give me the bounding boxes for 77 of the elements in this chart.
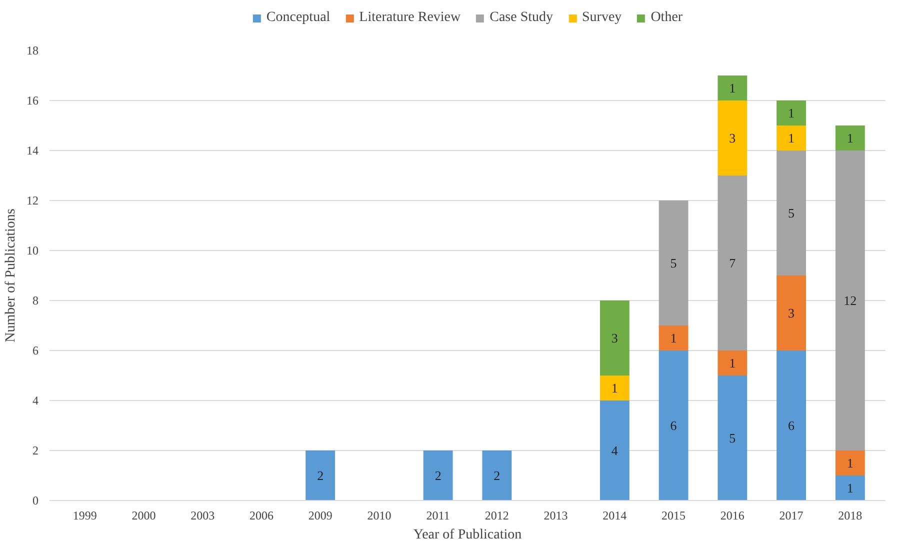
data-label: 1 [670, 330, 677, 346]
y-tick-label: 2 [32, 444, 38, 458]
data-label: 7 [729, 256, 736, 270]
data-label: 5 [788, 206, 795, 220]
bar [776, 350, 806, 500]
x-tick-label: 2016 [720, 508, 744, 522]
x-tick-label: 2013 [544, 508, 568, 522]
x-tick-label: 2017 [779, 508, 804, 522]
y-tick-label: 14 [26, 144, 38, 158]
legend-label: Conceptual [266, 10, 330, 26]
x-tick-label: 1999 [72, 508, 97, 522]
bar [306, 450, 336, 500]
x-tick-label: 2009 [308, 508, 332, 522]
bar [835, 126, 865, 150]
x-tick-label: 2006 [249, 508, 274, 522]
data-label: 1 [788, 106, 795, 120]
y-tick-label: 18 [26, 44, 38, 58]
bar [835, 150, 865, 450]
data-label: 2 [317, 468, 324, 483]
y-tick-label: 10 [26, 244, 38, 258]
x-tick-label: 2000 [132, 508, 156, 522]
bar [776, 100, 806, 126]
data-label: 2 [434, 468, 442, 483]
bar [776, 126, 806, 150]
legend-label: Other [650, 10, 683, 26]
data-label: 5 [670, 256, 677, 270]
data-label: 1 [846, 456, 854, 470]
bar [776, 150, 806, 276]
bar [658, 326, 688, 350]
data-label: 4 [611, 443, 618, 458]
x-tick-label: 2018 [838, 508, 862, 522]
bar [600, 400, 630, 500]
y-tick-label: 12 [26, 194, 38, 208]
y-tick-label: 0 [32, 494, 38, 508]
legend-label: Survey [582, 10, 622, 26]
data-label: 1 [846, 480, 854, 496]
bar [835, 450, 865, 476]
data-label: 3 [611, 330, 618, 346]
data-label: 1 [611, 380, 618, 396]
bar [718, 100, 748, 176]
bar [482, 450, 512, 500]
y-axis-title: Number of Publications [4, 208, 18, 342]
x-tick-label: 2011 [426, 508, 450, 522]
x-tick-label: 2010 [367, 508, 392, 522]
bar [776, 276, 806, 350]
bar [658, 350, 688, 500]
y-tick-label: 6 [32, 344, 38, 358]
data-label: 6 [670, 418, 678, 433]
x-tick-label: 2014 [602, 508, 627, 522]
data-label: 3 [788, 306, 795, 320]
bar [600, 300, 630, 376]
data-label: 1 [729, 80, 736, 96]
bar [423, 450, 453, 500]
legend-label: Literature Review [359, 10, 461, 26]
x-tick-label: 2015 [662, 508, 686, 522]
x-axis-title: Year of Publication [413, 528, 522, 542]
legend-label: Case Study [490, 10, 554, 26]
bar [658, 200, 688, 326]
x-tick-label: 2003 [190, 508, 215, 522]
y-tick-label: 8 [32, 294, 38, 308]
bar [718, 176, 748, 350]
data-label: 5 [729, 430, 736, 446]
data-label: 6 [788, 418, 796, 433]
data-label: 1 [788, 130, 795, 146]
bar [835, 476, 865, 500]
bar [718, 376, 748, 500]
data-label: 12 [844, 293, 857, 308]
y-tick-label: 4 [32, 394, 38, 408]
bar [600, 376, 630, 400]
y-tick-label: 16 [26, 94, 38, 108]
bar [718, 76, 748, 100]
bar [718, 350, 748, 376]
data-label: 1 [846, 130, 854, 146]
x-tick-label: 2012 [484, 508, 509, 522]
data-label: 3 [729, 130, 736, 146]
data-label: 2 [494, 468, 500, 483]
data-label: 1 [729, 356, 736, 370]
